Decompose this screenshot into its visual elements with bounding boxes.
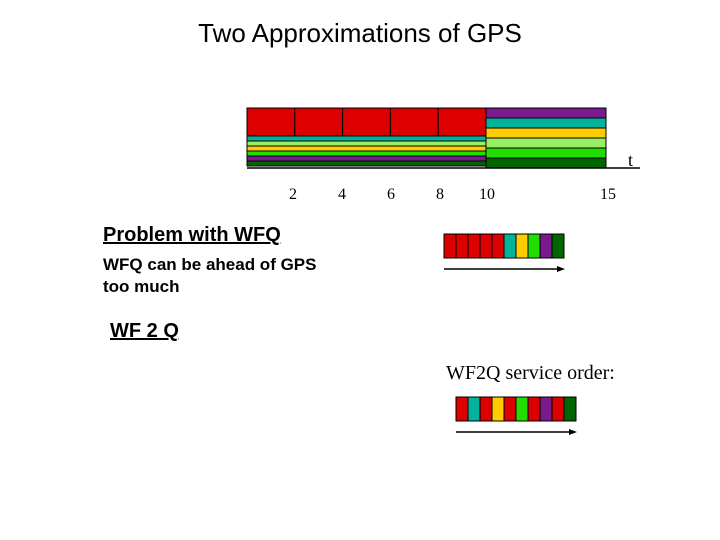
wf2q-service-order [455,396,577,422]
gps-tail-stripe [485,127,607,139]
wfq-service-order [443,233,565,259]
tick-label: 4 [338,186,346,203]
gps-tail-stripe [485,117,607,129]
wf2q-packet [551,396,565,422]
tick-label: 2 [289,186,297,203]
gps-red-packet [389,107,439,139]
wf2q-packet [563,396,577,422]
wf2q-packet [503,396,517,422]
time-axis-label: t [628,150,634,170]
tick-label: 10 [479,186,495,203]
problem-text-line: WFQ can be ahead of GPS [103,255,317,274]
wfq-packet [503,233,517,259]
page-title: Two Approximations of GPS [198,18,522,48]
wf2q-heading: WF 2 Q [110,320,179,342]
wfq-packet [515,233,529,259]
gps-tail-stripe [485,137,607,149]
gps-flow-stripe [246,135,487,142]
wfq-packet [491,233,505,259]
wf2q-arrow-head [569,429,577,435]
wf2q-packet [455,396,469,422]
wf2q-packet [491,396,505,422]
problem-description: WFQ can be ahead of GPS too much [103,254,383,298]
problem-text-line: too much [103,277,180,296]
wfq-packet [455,233,469,259]
wf2q-packet [527,396,541,422]
gps-red-packet [246,107,296,137]
wfq-packet [551,233,565,259]
wf2q-packet [539,396,553,422]
gps-red-packet [437,107,487,139]
wfq-packet [527,233,541,259]
wf2q-packet [479,396,493,422]
tick-label: 6 [387,186,395,203]
gps-flow-stripe [246,160,487,167]
service-order-label: WF2Q service order: [446,362,615,384]
gps-red-packet [294,107,344,139]
wfq-packet [443,233,457,259]
wf2q-packet [467,396,481,422]
gps-red-packet [342,107,391,139]
gps-flow-stripe [246,150,487,157]
wfq-packet [479,233,493,259]
gps-tail-stripe [485,157,607,169]
wfq-arrow-head [557,266,565,272]
gps-tail-stripe [485,147,607,159]
gps-flow-stripe [246,140,487,147]
wfq-packet [539,233,553,259]
gps-flow-stripe [246,145,487,152]
problem-heading: Problem with WFQ [103,224,281,246]
gps-tail-stripe [485,107,607,119]
wf2q-packet [515,396,529,422]
gps-flow-stripe [246,155,487,162]
tick-label: 15 [600,186,616,203]
tick-label: 8 [436,186,444,203]
gps-timeline [246,107,640,169]
wfq-packet [467,233,481,259]
